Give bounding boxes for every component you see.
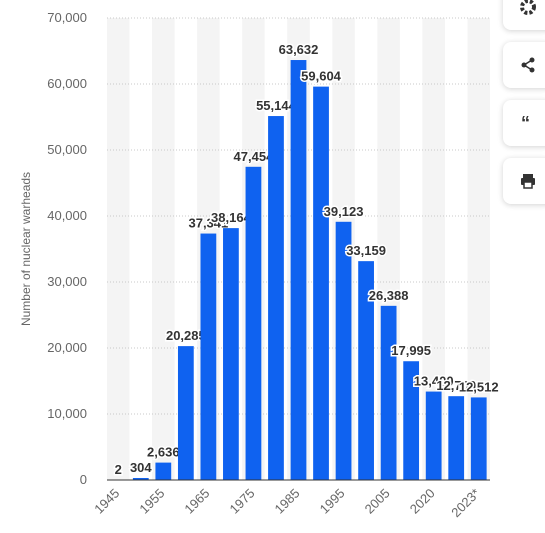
data-label: 39,123: [324, 204, 364, 219]
y-tick-label: 60,000: [47, 76, 87, 91]
data-label: 33,159: [346, 243, 386, 258]
data-label: 37,341: [188, 216, 228, 231]
x-tick-label: 1975: [227, 486, 258, 517]
column-band: [422, 18, 445, 480]
column-band: [467, 18, 490, 480]
data-label: 304: [130, 460, 152, 475]
data-label: 26,388: [369, 288, 409, 303]
bar: [177, 346, 194, 480]
y-tick-label: 70,000: [47, 10, 87, 25]
data-label: 59,604: [301, 69, 342, 84]
data-label: 47,454: [234, 149, 275, 164]
bar: [313, 86, 329, 481]
bar: [245, 166, 262, 481]
data-label: 13,400: [414, 374, 454, 389]
data-label: 38,164: [211, 210, 252, 225]
bar: [470, 397, 487, 480]
data-label: 17,995: [391, 343, 431, 358]
bar: [200, 233, 217, 480]
bar: [380, 305, 397, 480]
x-tick-label: 1965: [181, 486, 212, 517]
data-label: 55,144: [256, 98, 297, 113]
y-tick-label: 30,000: [47, 274, 87, 289]
y-tick-label: 10,000: [47, 406, 87, 421]
x-tick-label: 2005: [362, 486, 393, 517]
column-band: [107, 18, 130, 480]
svg-text:“: “: [521, 114, 530, 132]
settings-button[interactable]: [503, 0, 545, 30]
bar: [290, 60, 307, 480]
print-button[interactable]: [503, 158, 545, 204]
data-label: 2: [115, 462, 122, 477]
x-tick-label: 1955: [136, 486, 167, 517]
bar: [425, 391, 442, 480]
bar: [132, 477, 149, 480]
y-tick-label: 50,000: [47, 142, 87, 157]
data-label: 20,285: [166, 328, 206, 343]
data-label: 2,636: [147, 445, 180, 460]
x-tick-label: 2020: [407, 486, 438, 517]
x-tick-label: 1945: [91, 486, 122, 517]
bar: [223, 228, 239, 480]
bar: [335, 221, 352, 480]
x-tick-label: 1985: [272, 486, 303, 517]
column-band: [152, 18, 175, 480]
data-label: 12,700: [436, 378, 476, 393]
bar: [268, 116, 284, 481]
bar: [358, 261, 374, 480]
x-tick-label: 2023*: [448, 486, 483, 521]
bar: [403, 361, 420, 480]
y-tick-label: 0: [80, 472, 87, 487]
x-tick-label: 1995: [317, 486, 348, 517]
share-button[interactable]: [503, 42, 545, 88]
y-tick-label: 40,000: [47, 208, 87, 223]
y-axis-label: Number of nuclear warheads: [19, 172, 33, 326]
bar: [448, 396, 465, 480]
data-label: 63,632: [279, 42, 319, 57]
data-label: 12,512: [459, 379, 499, 394]
cite-button[interactable]: “: [503, 100, 545, 146]
bar: [155, 462, 172, 480]
y-tick-label: 20,000: [47, 340, 87, 355]
